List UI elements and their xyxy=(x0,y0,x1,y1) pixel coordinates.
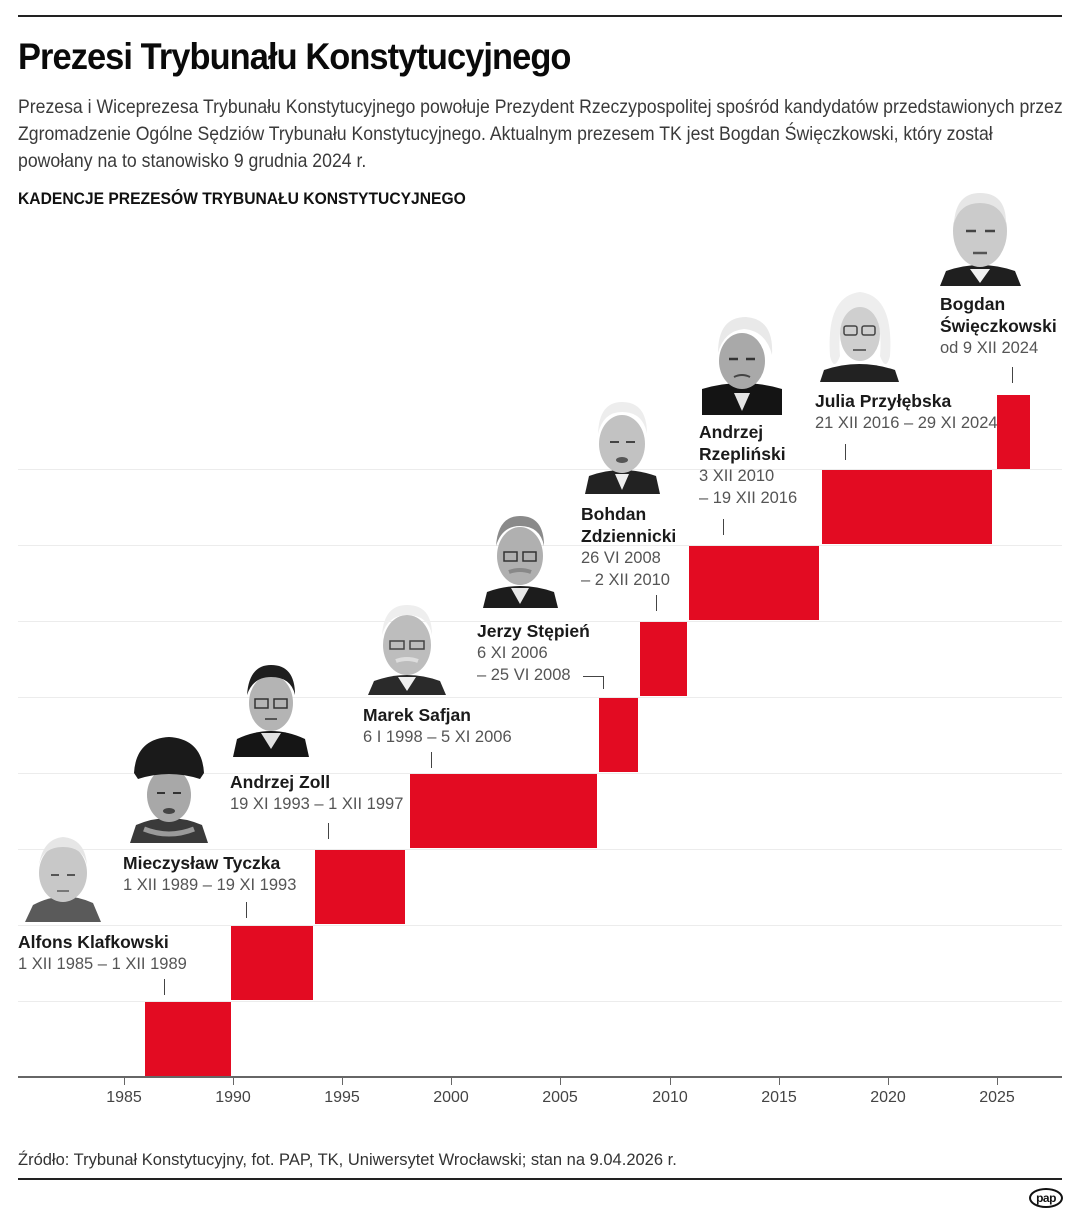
president-name: Andrzej xyxy=(699,422,764,442)
x-axis xyxy=(18,1076,1062,1078)
president-term: 26 VI 2008 xyxy=(581,549,661,567)
label-zdziennicki: Bohdan Zdziennicki 26 VI 2008 – 2 XII 20… xyxy=(581,503,676,591)
leader-line xyxy=(164,979,165,995)
president-name: Alfons Klafkowski xyxy=(18,932,169,952)
president-term: 3 XII 2010 xyxy=(699,467,775,485)
portrait-rzeplinski-image xyxy=(702,313,782,415)
label-przylebska: Julia Przyłębska 21 XII 2016 – 29 XI 202… xyxy=(815,390,998,434)
label-rzeplinski: Andrzej Rzepliński 3 XII 2010 – 19 XII 2… xyxy=(699,421,797,509)
president-term: 1 XII 1985 – 1 XII 1989 xyxy=(18,955,187,973)
x-tick xyxy=(997,1077,998,1085)
president-name: Bohdan xyxy=(581,504,647,524)
label-zoll: Andrzej Zoll 19 XI 1993 – 1 XII 1997 xyxy=(230,771,403,815)
president-term: 6 XI 2006 xyxy=(477,644,548,662)
leader-line xyxy=(431,752,432,768)
x-tick xyxy=(124,1077,125,1085)
label-klafkowski: Alfons Klafkowski 1 XII 1985 – 1 XII 198… xyxy=(18,931,187,975)
gridline xyxy=(18,621,1062,622)
gridline xyxy=(18,849,1062,850)
portrait-klafkowski-image xyxy=(25,825,101,922)
portrait-tyczka-image xyxy=(130,733,208,843)
portrait-przylebska-image xyxy=(820,286,899,382)
bar-safjan xyxy=(410,774,597,848)
leader-line xyxy=(656,595,657,611)
chart-title: KADENCJE PREZESÓW TRYBUNAŁU KONSTYTUCYJN… xyxy=(18,189,466,208)
x-tick-label: 2025 xyxy=(979,1089,1015,1106)
leader-line xyxy=(845,444,846,460)
x-tick xyxy=(233,1077,234,1085)
gridline xyxy=(18,469,1062,470)
president-name: Rzepliński xyxy=(699,444,786,464)
president-name: Zdziennicki xyxy=(581,526,677,546)
x-tick-label: 1990 xyxy=(215,1089,251,1106)
president-term: – 19 XII 2016 xyxy=(699,489,798,507)
leader-line xyxy=(328,823,329,839)
president-name: Andrzej Zoll xyxy=(230,772,331,792)
leader-line xyxy=(246,902,247,918)
president-term: 6 I 1998 – 5 XI 2006 xyxy=(363,728,512,746)
leader-line xyxy=(583,676,604,677)
pap-logo-icon: pap xyxy=(1029,1188,1063,1208)
leader-line xyxy=(603,676,604,689)
x-tick xyxy=(451,1077,452,1085)
bar-rzeplinski xyxy=(689,546,819,620)
gridline xyxy=(18,1001,1062,1002)
president-name: Julia Przyłębska xyxy=(815,391,952,411)
lead-paragraph: Prezesa i Wiceprezesa Trybunału Konstytu… xyxy=(18,96,1063,172)
president-term: – 25 VI 2008 xyxy=(477,666,571,684)
president-term: 1 XII 1989 – 19 XI 1993 xyxy=(123,876,297,894)
leader-line xyxy=(1012,367,1013,383)
bar-przylebska xyxy=(822,470,992,544)
x-tick-label: 2020 xyxy=(870,1089,906,1106)
gridline xyxy=(18,697,1062,698)
bar-klafkowski xyxy=(145,1002,231,1076)
source-note: Źródło: Trybunał Konstytucyjny, fot. PAP… xyxy=(18,1151,677,1169)
leader-line xyxy=(723,519,724,535)
president-name: Jerzy Stępień xyxy=(477,621,590,641)
x-tick-label: 2000 xyxy=(433,1089,469,1106)
president-term: 21 XII 2016 – 29 XI 2024 xyxy=(815,414,998,432)
president-name: Marek Safjan xyxy=(363,705,471,725)
x-tick-label: 2015 xyxy=(761,1089,797,1106)
page-title: Prezesi Trybunału Konstytucyjnego xyxy=(18,36,571,77)
president-name: Bogdan xyxy=(940,294,1006,314)
president-name: Mieczysław Tyczka xyxy=(123,853,281,873)
bar-stepien xyxy=(599,698,638,772)
label-stepien: Jerzy Stępień 6 XI 2006 – 25 VI 2008 xyxy=(477,620,590,686)
x-tick xyxy=(560,1077,561,1085)
top-rule xyxy=(18,15,1062,17)
x-tick-label: 2005 xyxy=(542,1089,578,1106)
gridline xyxy=(18,925,1062,926)
bar-swieczkowski xyxy=(997,395,1030,469)
president-term: 19 XI 1993 – 1 XII 1997 xyxy=(230,795,404,813)
x-tick xyxy=(670,1077,671,1085)
x-tick xyxy=(779,1077,780,1085)
label-safjan: Marek Safjan 6 I 1998 – 5 XI 2006 xyxy=(363,704,512,748)
portrait-safjan-image xyxy=(368,599,446,695)
bar-tyczka xyxy=(231,926,313,1000)
label-swieczkowski: Bogdan Święczkowski od 9 XII 2024 xyxy=(940,293,1057,359)
bottom-rule xyxy=(18,1178,1062,1180)
portrait-stepien-image xyxy=(483,508,558,608)
x-tick-label: 1995 xyxy=(324,1089,360,1106)
label-tyczka: Mieczysław Tyczka 1 XII 1989 – 19 XI 199… xyxy=(123,852,296,896)
president-name: Święczkowski xyxy=(940,316,1057,336)
bar-zoll xyxy=(315,850,405,924)
x-tick-label: 2010 xyxy=(652,1089,688,1106)
x-tick-label: 1985 xyxy=(106,1089,142,1106)
president-term: od 9 XII 2024 xyxy=(940,339,1039,357)
portrait-zdziennicki-image xyxy=(585,398,660,494)
president-term: – 2 XII 2010 xyxy=(581,571,670,589)
portrait-swieczkowski-image xyxy=(940,183,1021,286)
gridline xyxy=(18,773,1062,774)
x-tick xyxy=(342,1077,343,1085)
portrait-zoll-image xyxy=(233,659,309,757)
bar-zdziennicki xyxy=(640,622,687,696)
x-tick xyxy=(888,1077,889,1085)
